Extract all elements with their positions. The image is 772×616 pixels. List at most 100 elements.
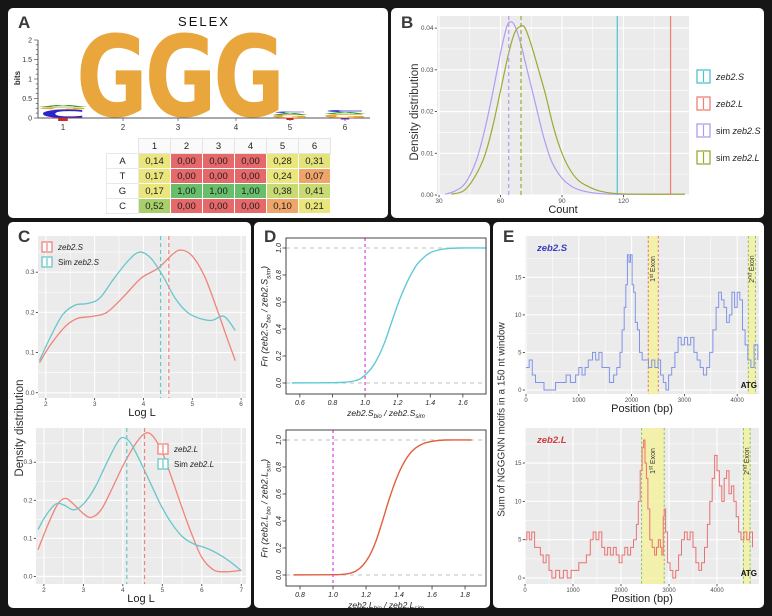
svg-text:0.4: 0.4 (276, 324, 283, 334)
panel-c-label: C (18, 227, 31, 246)
svg-text:0.2: 0.2 (276, 351, 283, 361)
panel-e: E Sum of NGGGNN motifs in a 150 nt windo… (493, 222, 764, 608)
svg-text:Log L: Log L (127, 593, 155, 605)
svg-text:2: 2 (28, 38, 32, 45)
chart-d1: 0.6 0.8 1.0 1.2 1.4 1.60.00.20.40.60.81.0zeb2… (276, 237, 487, 420)
pwm-cell: 0,31 (298, 153, 331, 169)
svg-text:0.5: 0.5 (22, 96, 32, 103)
svg-text:0.6: 0.6 (276, 489, 283, 499)
pwm-cell: 0,38 (266, 183, 299, 199)
pwm-cell: 0,41 (298, 183, 331, 199)
svg-text:4: 4 (142, 401, 146, 408)
chart-e2: 1st Exon 2nd Exon 0 1000 2000 3000 4000 0 5 10 15 P… (515, 428, 759, 605)
svg-text:0.0: 0.0 (276, 570, 283, 580)
svg-text:0.8: 0.8 (276, 462, 283, 472)
svg-text:2: 2 (121, 123, 126, 132)
pwm-table: 1 2 3 4 5 6 A 0,14 0,00 0,00 0,00 0,28 0,31 T 0,17 0,00… (106, 138, 331, 214)
svg-text:0: 0 (518, 388, 522, 394)
svg-text:4: 4 (234, 123, 239, 132)
pwm-cell: 0,00 (234, 153, 267, 169)
svg-text:T: T (277, 117, 304, 120)
series-line (37, 432, 242, 573)
svg-text:3000: 3000 (678, 398, 692, 404)
svg-text:10: 10 (515, 313, 522, 319)
pwm-cell: 0,00 (202, 198, 235, 214)
svg-text:0.8: 0.8 (276, 270, 283, 280)
pwm-cell: 0,00 (234, 198, 267, 214)
legend-label: sim zeb2.S (716, 126, 761, 136)
svg-text:5: 5 (190, 401, 194, 408)
svg-text:1.0: 1.0 (276, 435, 283, 445)
series-line (38, 251, 236, 361)
pwm-cell: 0,00 (202, 168, 235, 184)
svg-text:1: 1 (61, 123, 66, 132)
svg-text:3: 3 (82, 587, 86, 594)
svg-text:A: A (324, 111, 368, 114)
svg-text:4000: 4000 (710, 588, 724, 594)
svg-text:0.1: 0.1 (23, 535, 32, 542)
panel-a-label: A (18, 13, 31, 32)
pwm-cell: 0,17 (138, 168, 171, 184)
ecdf-charts: 0.6 0.8 1.0 1.2 1.4 1.6 0.0 0.2 0.4 0.6 0.8 1.0 zeb2… (276, 237, 487, 608)
svg-text:15: 15 (515, 275, 522, 281)
svg-text:90: 90 (558, 198, 566, 205)
legend-label: zeb2.L (173, 445, 198, 454)
svg-text:T: T (46, 117, 81, 122)
svg-text:0: 0 (28, 116, 32, 123)
panel-b-label: B (401, 13, 414, 32)
svg-text:3: 3 (176, 123, 181, 132)
svg-text:0.6: 0.6 (295, 400, 305, 407)
pwm-cell: 0,00 (202, 153, 235, 169)
svg-text:1: 1 (28, 77, 32, 84)
svg-text:T: T (330, 118, 361, 120)
chart-c1: 2 3 4 5 6 0.0 0.1 0.2 0.3 Log L zeb2.S Sim zeb2.S (25, 236, 246, 419)
series-line (526, 254, 759, 391)
series-line (291, 247, 486, 384)
svg-text:1.2: 1.2 (393, 400, 403, 407)
svg-text:C: C (40, 107, 87, 121)
series-line (451, 24, 685, 195)
svg-text:zeb2.L: zeb2.L (536, 435, 567, 446)
svg-text:G: G (322, 113, 367, 119)
svg-text:2000: 2000 (614, 588, 628, 594)
legend-label: zeb2.S (715, 72, 744, 82)
svg-text:7: 7 (239, 587, 243, 594)
svg-text:0.00: 0.00 (421, 192, 434, 199)
svg-text:30: 30 (435, 198, 443, 205)
svg-text:0.2: 0.2 (23, 497, 32, 504)
pwm-cell: 1,00 (202, 183, 235, 199)
svg-text:A: A (272, 112, 309, 115)
svg-text:C: C (273, 111, 307, 113)
svg-text:0.03: 0.03 (421, 67, 434, 74)
svg-text:0: 0 (524, 398, 528, 404)
svg-text:2: 2 (44, 401, 48, 408)
svg-text:0.01: 0.01 (421, 150, 434, 157)
svg-text:1st Exon: 1st Exon (649, 448, 657, 474)
chart-e1: 1st Exon 2nd Exon 0 1000 2000 3000 4000 0 5 10 15 P… (515, 236, 759, 415)
svg-text:bits: bits (13, 70, 22, 85)
svg-text:1.0: 1.0 (360, 400, 370, 407)
panel-c: C Density distribution 2 3 4 5 6 0.0 0.1 0.2 0.3… (8, 222, 251, 608)
svg-text:1.4: 1.4 (394, 592, 404, 599)
svg-text:0.8: 0.8 (328, 400, 338, 407)
svg-text:1.0: 1.0 (276, 243, 283, 253)
pwm-cell: 1,00 (234, 183, 267, 199)
pwm-cell: 0,00 (170, 198, 203, 214)
svg-text:zeb2.Lbio / zeb2.Lsim: zeb2.Lbio / zeb2.Lsim (347, 600, 424, 608)
svg-text:1st Exon: 1st Exon (649, 256, 657, 282)
svg-text:C: C (325, 109, 366, 112)
pwm-cell: 0,07 (298, 168, 331, 184)
svg-text:0: 0 (518, 576, 522, 582)
svg-text:2nd Exon: 2nd Exon (747, 255, 755, 283)
logo-big-letters: GGG (76, 12, 282, 138)
svg-text:1.6: 1.6 (427, 592, 437, 599)
series-line (525, 439, 753, 579)
svg-text:1.4: 1.4 (425, 400, 435, 407)
svg-text:0.02: 0.02 (421, 109, 434, 116)
chart-d2: 0.8 1.0 1.2 1.4 1.6 1.8 0.0 0.2 0.4 0.6 0.8 1.0 zeb2… (276, 429, 487, 608)
svg-text:1.0: 1.0 (328, 592, 338, 599)
chart-c2: 2 3 4 5 6 7 0.0 0.1 0.2 0.3 Log L zeb2.L Sim zeb2.L (23, 428, 246, 605)
svg-text:2nd Exon: 2nd Exon (742, 447, 750, 475)
pwm-cell: 0,52 (138, 198, 171, 214)
